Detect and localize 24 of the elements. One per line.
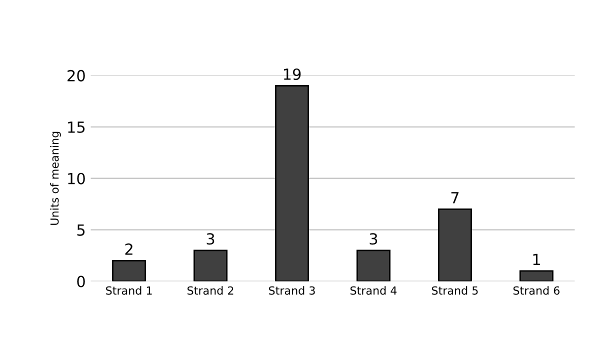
data-label: 3 [370, 233, 378, 245]
bar [438, 208, 472, 282]
bar [194, 250, 228, 282]
bar [112, 260, 146, 282]
x-tick-label: Strand 1 [106, 286, 152, 295]
x-tick-label: Strand 4 [350, 286, 397, 295]
x-tick-label: Strand 3 [269, 286, 315, 295]
y-tick-label: 5 [77, 224, 85, 236]
data-label: 2 [125, 243, 132, 255]
data-label: 19 [284, 68, 301, 80]
x-tick-label: Strand 2 [188, 286, 234, 295]
y-axis-title: Units of meaning [50, 132, 61, 225]
data-label: 7 [451, 192, 459, 204]
y-tick-label: 15 [68, 122, 85, 133]
data-label: 1 [533, 254, 540, 266]
y-tick-label: 0 [77, 276, 85, 288]
x-tick-label: Strand 5 [432, 286, 478, 295]
bar [275, 85, 309, 282]
y-tick-label: 10 [68, 172, 85, 184]
y-tick-label: 20 [68, 70, 85, 82]
x-tick-label: Strand 6 [513, 286, 560, 295]
bar [519, 270, 554, 282]
data-label: 3 [206, 233, 214, 245]
bar [356, 250, 390, 282]
